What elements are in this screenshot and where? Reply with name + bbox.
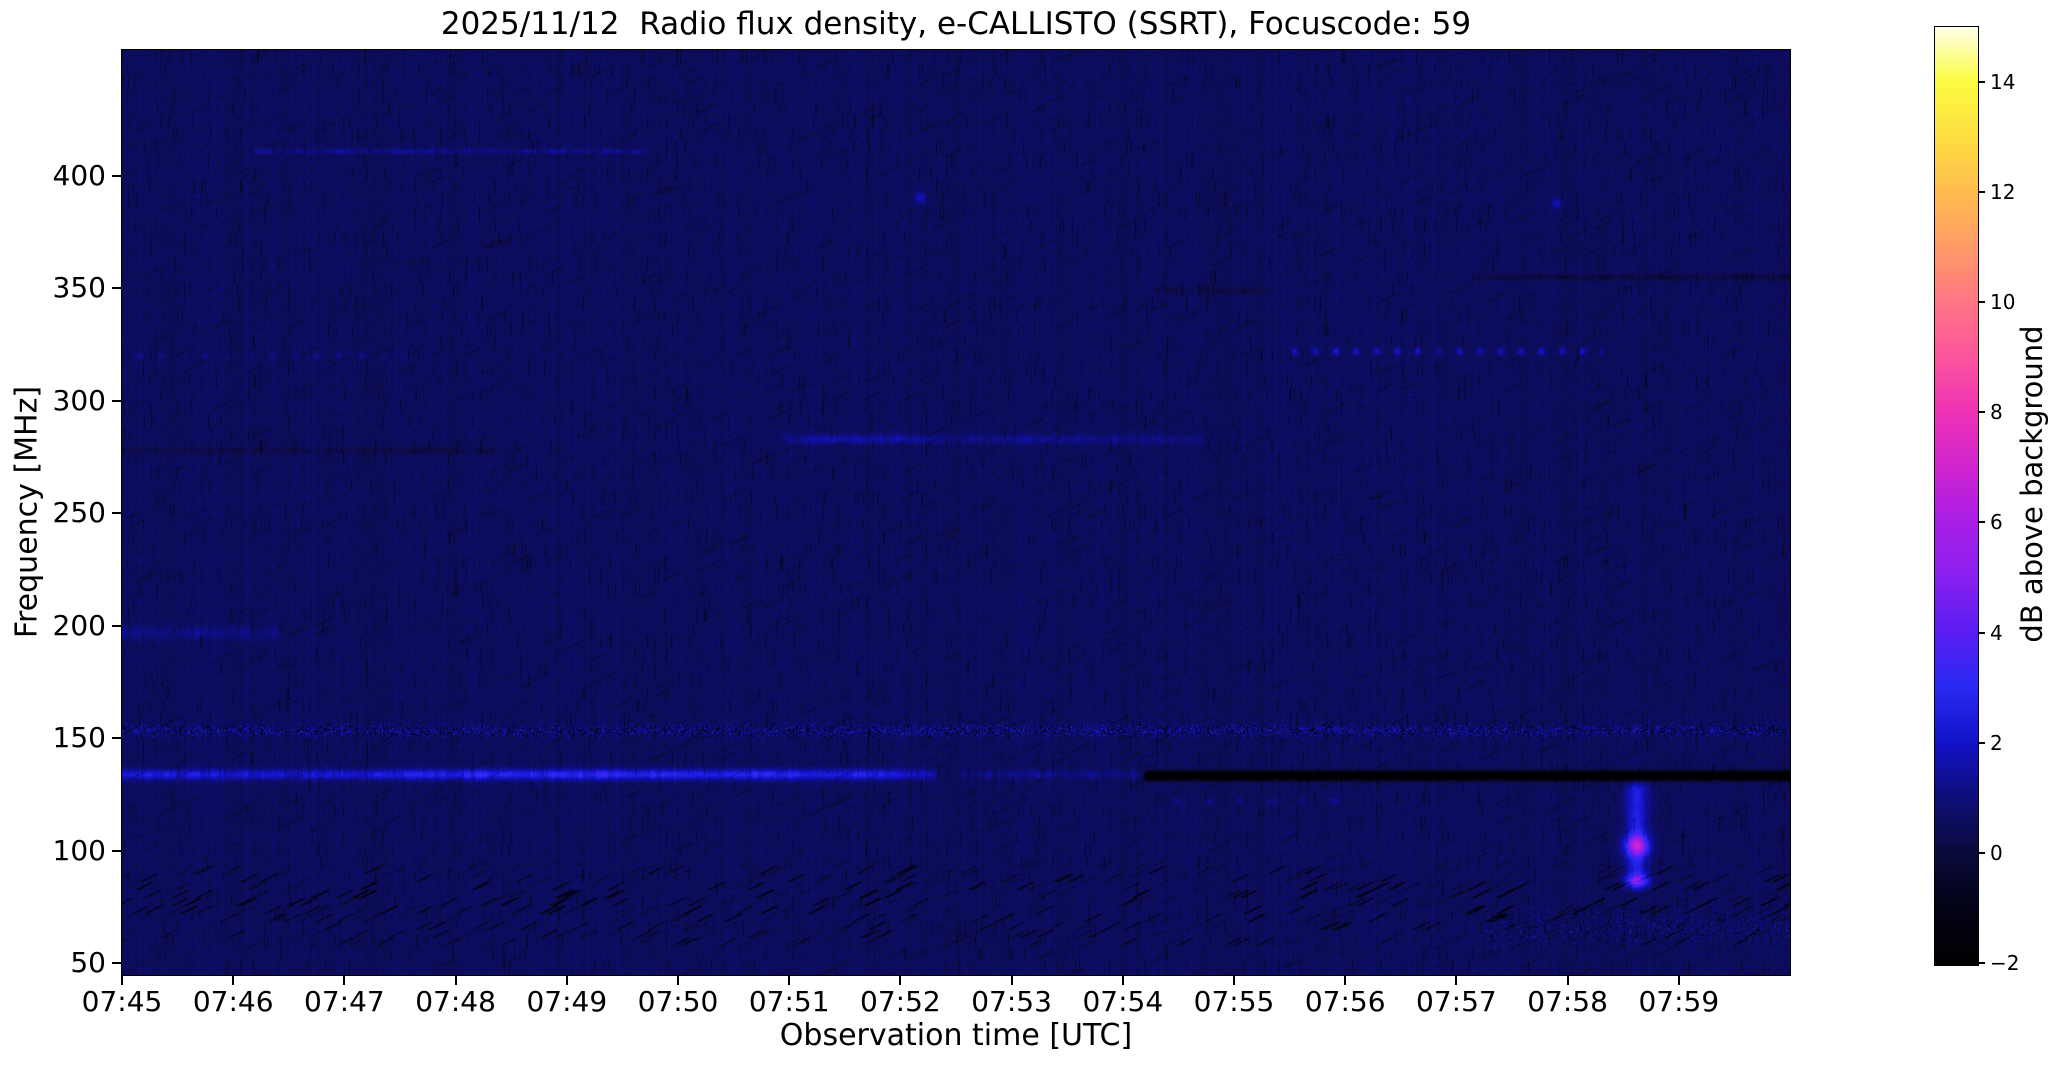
colorbar-tick-mark bbox=[1979, 741, 1985, 744]
colorbar-tick-label: 0 bbox=[1990, 840, 2003, 865]
y-tick-mark bbox=[112, 737, 121, 740]
colorbar-tick-label: 10 bbox=[1990, 290, 2016, 315]
colorbar-tick-label: 14 bbox=[1990, 70, 2016, 95]
x-tick-mark bbox=[1566, 976, 1569, 985]
x-tick-mark bbox=[454, 976, 457, 985]
x-tick-mark bbox=[1233, 976, 1235, 985]
colorbar-tick-mark bbox=[1979, 81, 1985, 84]
colorbar-tick-label: 4 bbox=[1990, 620, 2003, 645]
x-tick-label: 07:57 bbox=[1416, 985, 1497, 1018]
x-tick-label: 07:54 bbox=[1082, 985, 1164, 1018]
x-tick-mark bbox=[565, 976, 568, 985]
x-tick-label: 07:50 bbox=[637, 985, 719, 1018]
colorbar-label: dB above background bbox=[2015, 325, 2049, 643]
x-tick-mark bbox=[1677, 976, 1680, 985]
colorbar bbox=[1934, 26, 1979, 966]
spectrogram-heatmap bbox=[121, 49, 1791, 976]
colorbar-tick-label: 12 bbox=[1990, 180, 2016, 205]
y-tick-mark bbox=[112, 399, 121, 402]
colorbar-tick-mark bbox=[1979, 301, 1985, 304]
x-tick-mark bbox=[677, 976, 679, 985]
colorbar-tick-label: 2 bbox=[1990, 730, 2003, 755]
x-tick-mark bbox=[121, 976, 123, 985]
x-tick-label: 07:46 bbox=[192, 985, 274, 1018]
x-tick-label: 07:55 bbox=[1193, 985, 1275, 1018]
x-tick-mark bbox=[1010, 976, 1013, 985]
x-tick-label: 07:52 bbox=[860, 985, 941, 1018]
x-tick-label: 07:49 bbox=[526, 985, 608, 1018]
x-tick-mark bbox=[788, 976, 791, 985]
y-tick-label: 50 bbox=[70, 946, 106, 980]
y-tick-label: 300 bbox=[52, 383, 106, 417]
x-axis-label: Observation time [UTC] bbox=[779, 1018, 1133, 1053]
y-tick-label: 350 bbox=[52, 271, 106, 305]
y-tick-mark bbox=[112, 287, 121, 290]
x-tick-mark bbox=[343, 976, 346, 985]
y-tick-mark bbox=[112, 512, 121, 515]
x-tick-mark bbox=[1344, 976, 1347, 985]
x-tick-label: 07:58 bbox=[1527, 985, 1608, 1018]
colorbar-tick-label: 6 bbox=[1990, 510, 2003, 535]
colorbar-tick-mark bbox=[1979, 851, 1985, 854]
y-tick-mark bbox=[112, 174, 121, 177]
plot-title: 2025/11/12 Radio flux density, e-CALLIST… bbox=[440, 6, 1472, 42]
colorbar-tick-label: −2 bbox=[1990, 950, 2020, 975]
x-tick-mark bbox=[232, 976, 235, 985]
colorbar-tick-mark bbox=[1979, 961, 1985, 964]
x-tick-mark bbox=[1455, 976, 1458, 985]
colorbar-tick-mark bbox=[1979, 521, 1985, 524]
colorbar-tick-mark bbox=[1979, 191, 1985, 194]
y-tick-label: 100 bbox=[52, 833, 106, 867]
x-tick-label: 07:48 bbox=[415, 985, 496, 1018]
x-tick-label: 07:53 bbox=[971, 985, 1052, 1018]
x-tick-mark bbox=[899, 976, 902, 985]
x-tick-mark bbox=[1121, 976, 1124, 985]
y-tick-mark bbox=[112, 624, 121, 627]
x-tick-label: 07:47 bbox=[304, 985, 385, 1018]
y-axis-label: Frequency [MHz] bbox=[9, 385, 45, 639]
y-tick-label: 400 bbox=[52, 158, 106, 192]
y-tick-label: 150 bbox=[52, 721, 106, 755]
y-tick-mark bbox=[112, 962, 121, 965]
y-tick-label: 200 bbox=[52, 608, 106, 642]
x-tick-label: 07:59 bbox=[1638, 985, 1720, 1018]
x-tick-label: 07:56 bbox=[1304, 985, 1386, 1018]
y-tick-mark bbox=[112, 849, 121, 852]
y-tick-label: 250 bbox=[52, 496, 106, 530]
x-tick-label: 07:45 bbox=[81, 985, 163, 1018]
x-tick-label: 07:51 bbox=[748, 985, 830, 1018]
colorbar-tick-mark bbox=[1979, 631, 1985, 634]
colorbar-tick-label: 8 bbox=[1990, 400, 2003, 425]
colorbar-tick-mark bbox=[1979, 411, 1985, 414]
